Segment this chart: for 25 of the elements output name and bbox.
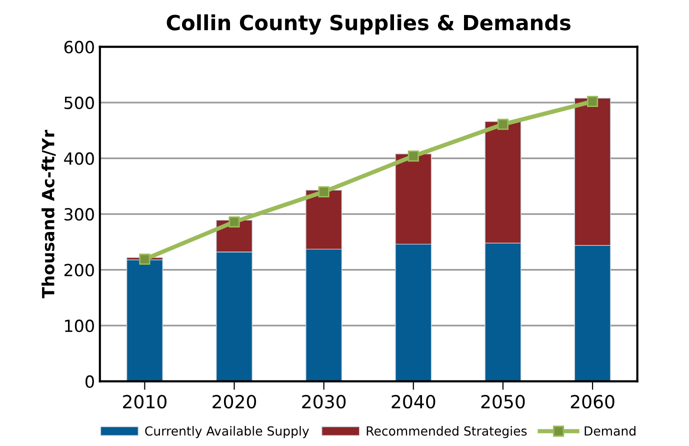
y-tick-label: 0 [86, 375, 94, 388]
y-axis-title: Thousand Ac-ft/Yr [42, 130, 56, 298]
point [497, 118, 509, 130]
x-tick-label: 2030 [302, 394, 346, 408]
legend-label: Currently Available Supply [145, 426, 309, 438]
legend-label: Demand [584, 426, 636, 436]
y-tick-label: 400 [64, 152, 94, 165]
y-tick-label: 100 [65, 320, 94, 332]
point [139, 254, 150, 265]
y-tick-label: 300 [64, 208, 94, 221]
x-tick-label: 2060 [570, 394, 614, 408]
legend-label: Recommended Strategies [366, 426, 527, 438]
x-tick-label: 2010 [123, 394, 166, 408]
y-tick-label: 200 [64, 264, 94, 276]
point [228, 216, 240, 228]
point [318, 186, 330, 198]
y-tick-label: 600 [64, 40, 94, 54]
x-tick-label: 2040 [392, 394, 436, 408]
point [586, 96, 598, 108]
y-tick-label: 500 [64, 96, 94, 110]
bar [126, 259, 163, 382]
x-tick-label: 2020 [212, 394, 256, 408]
chart-title: Collin County Supplies & Demands [166, 14, 570, 35]
x-tick-label: 2050 [481, 394, 525, 408]
point [408, 150, 419, 162]
